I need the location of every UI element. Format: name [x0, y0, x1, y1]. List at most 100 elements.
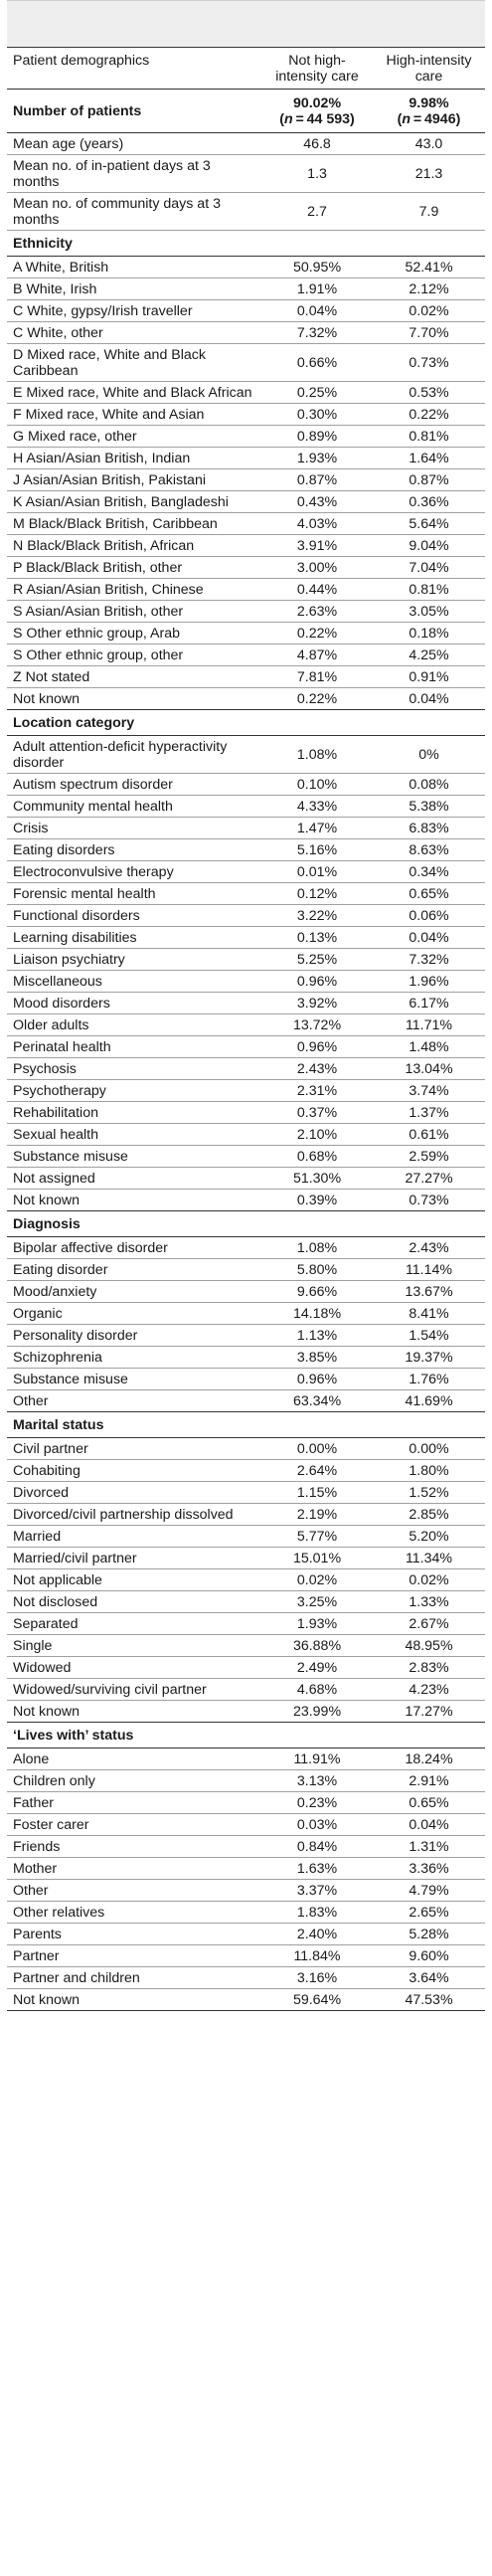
row-value-not-high-intensity: 0.68%	[261, 1145, 373, 1168]
row-value-not-high-intensity: 4.33%	[261, 795, 373, 818]
row-value-not-high-intensity: 0.25%	[261, 381, 373, 404]
demographics-table: Patient demographics Not high-intensity …	[7, 48, 485, 2011]
row-label: K Asian/Asian British, Bangladeshi	[7, 490, 261, 513]
row-label: Widowed	[7, 1656, 261, 1679]
row-value-not-high-intensity: 3.92%	[261, 992, 373, 1014]
row-value-not-high-intensity: 0.66%	[261, 343, 373, 382]
table-row: Other 63.34% 41.69%	[7, 1389, 485, 1412]
row-label: Sexual health	[7, 1123, 261, 1146]
table-row: Sexual health 2.10% 0.61%	[7, 1123, 485, 1146]
table-row: Miscellaneous 0.96% 1.96%	[7, 970, 485, 993]
row-value-not-high-intensity: 5.80%	[261, 1258, 373, 1281]
row-label: J Asian/Asian British, Pakistani	[7, 468, 261, 491]
table-row: Alone 11.91% 18.24%	[7, 1748, 485, 1770]
table-row: Eating disorder 5.80% 11.14%	[7, 1258, 485, 1281]
row-label: Psychosis	[7, 1057, 261, 1080]
row-value-not-high-intensity: 1.15%	[261, 1481, 373, 1504]
table-row: Not known 0.39% 0.73%	[7, 1189, 485, 1211]
row-label: Mean no. of community days at 3 months	[7, 192, 261, 231]
row-value-not-high-intensity: 0.96%	[261, 1035, 373, 1058]
row-value-not-high-intensity: 3.25%	[261, 1590, 373, 1613]
row-label: Not applicable	[7, 1568, 261, 1591]
patients-not-high-intensity: 90.02% (n = 44 593)	[261, 89, 373, 133]
row-label: Miscellaneous	[7, 970, 261, 993]
row-value-not-high-intensity: 13.72%	[261, 1013, 373, 1036]
number-of-patients-row: Number of patients 90.02% (n = 44 593) 9…	[7, 89, 485, 133]
row-label: Learning disabilities	[7, 926, 261, 949]
row-value-not-high-intensity: 2.7	[261, 192, 373, 231]
row-value-high-intensity: 4.79%	[373, 1879, 485, 1902]
number-of-patients-label: Number of patients	[7, 89, 261, 133]
header-patient-demographics: Patient demographics	[7, 48, 261, 90]
row-label: Civil partner	[7, 1437, 261, 1460]
row-value-not-high-intensity: 0.37%	[261, 1101, 373, 1124]
summary-row: Mean no. of community days at 3 months 2.…	[7, 192, 485, 231]
row-value-not-high-intensity: 2.40%	[261, 1923, 373, 1945]
row-value-high-intensity: 0.00%	[373, 1437, 485, 1460]
row-label: H Asian/Asian British, Indian	[7, 447, 261, 469]
row-value-high-intensity: 6.83%	[373, 817, 485, 839]
row-value-high-intensity: 17.27%	[373, 1700, 485, 1723]
section-header-row: Location category	[7, 709, 485, 736]
row-label: Divorced	[7, 1481, 261, 1504]
row-value-not-high-intensity: 0.04%	[261, 299, 373, 322]
section-header-row: Marital status	[7, 1411, 485, 1438]
row-label: Mean age (years)	[7, 132, 261, 155]
row-label: Not known	[7, 1988, 261, 2011]
table-row: Not known 0.22% 0.04%	[7, 687, 485, 710]
row-value-high-intensity: 0.73%	[373, 1189, 485, 1211]
row-value-high-intensity: 5.20%	[373, 1525, 485, 1548]
table-row: S Other ethnic group, Arab 0.22% 0.18%	[7, 622, 485, 644]
row-label: Substance misuse	[7, 1368, 261, 1390]
table-row: P Black/Black British, other 3.00% 7.04%	[7, 556, 485, 579]
row-value-not-high-intensity: 0.96%	[261, 970, 373, 993]
table-row: Personality disorder 1.13% 1.54%	[7, 1324, 485, 1347]
row-value-high-intensity: 21.3	[373, 154, 485, 193]
row-value-high-intensity: 3.74%	[373, 1079, 485, 1102]
row-label: Children only	[7, 1769, 261, 1792]
row-value-high-intensity: 9.04%	[373, 534, 485, 557]
row-value-not-high-intensity: 9.66%	[261, 1280, 373, 1303]
row-value-high-intensity: 9.60%	[373, 1944, 485, 1967]
row-value-not-high-intensity: 1.91%	[261, 277, 373, 300]
table-caption-bar	[7, 0, 485, 48]
section-title: Marital status	[7, 1411, 485, 1438]
table-row: Widowed 2.49% 2.83%	[7, 1656, 485, 1679]
row-label: Mood/anxiety	[7, 1280, 261, 1303]
row-label: Mood disorders	[7, 992, 261, 1014]
table-row: Autism spectrum disorder 0.10% 0.08%	[7, 773, 485, 796]
table-row: Mood disorders 3.92% 6.17%	[7, 992, 485, 1014]
row-value-not-high-intensity: 7.81%	[261, 665, 373, 688]
row-value-not-high-intensity: 0.22%	[261, 687, 373, 710]
table-row: Z Not stated 7.81% 0.91%	[7, 665, 485, 688]
row-value-high-intensity: 4.23%	[373, 1678, 485, 1701]
table-row: Civil partner 0.00% 0.00%	[7, 1437, 485, 1460]
row-value-high-intensity: 0.04%	[373, 687, 485, 710]
row-label: Mean no. of in-patient days at 3 months	[7, 154, 261, 193]
row-label: Friends	[7, 1835, 261, 1858]
table-row: Community mental health 4.33% 5.38%	[7, 795, 485, 818]
table-row: Schizophrenia 3.85% 19.37%	[7, 1346, 485, 1369]
row-value-not-high-intensity: 0.30%	[261, 403, 373, 426]
row-value-not-high-intensity: 4.03%	[261, 512, 373, 535]
row-value-high-intensity: 13.67%	[373, 1280, 485, 1303]
row-value-not-high-intensity: 1.47%	[261, 817, 373, 839]
row-value-high-intensity: 1.54%	[373, 1324, 485, 1347]
table-row: Foster carer 0.03% 0.04%	[7, 1813, 485, 1836]
row-value-not-high-intensity: 5.77%	[261, 1525, 373, 1548]
row-value-high-intensity: 1.96%	[373, 970, 485, 993]
row-value-not-high-intensity: 14.18%	[261, 1302, 373, 1325]
row-value-high-intensity: 11.34%	[373, 1547, 485, 1569]
row-value-not-high-intensity: 1.13%	[261, 1324, 373, 1347]
table-row: Mother 1.63% 3.36%	[7, 1857, 485, 1880]
row-value-not-high-intensity: 2.43%	[261, 1057, 373, 1080]
table-body: Number of patients 90.02% (n = 44 593) 9…	[7, 89, 485, 2011]
table-row: Psychotherapy 2.31% 3.74%	[7, 1079, 485, 1102]
row-value-not-high-intensity: 0.23%	[261, 1791, 373, 1814]
section-title: Ethnicity	[7, 230, 485, 257]
row-label: Married	[7, 1525, 261, 1548]
row-value-not-high-intensity: 15.01%	[261, 1547, 373, 1569]
row-value-not-high-intensity: 1.08%	[261, 735, 373, 774]
table-row: Not applicable 0.02% 0.02%	[7, 1568, 485, 1591]
table-row: Not known 23.99% 17.27%	[7, 1700, 485, 1723]
